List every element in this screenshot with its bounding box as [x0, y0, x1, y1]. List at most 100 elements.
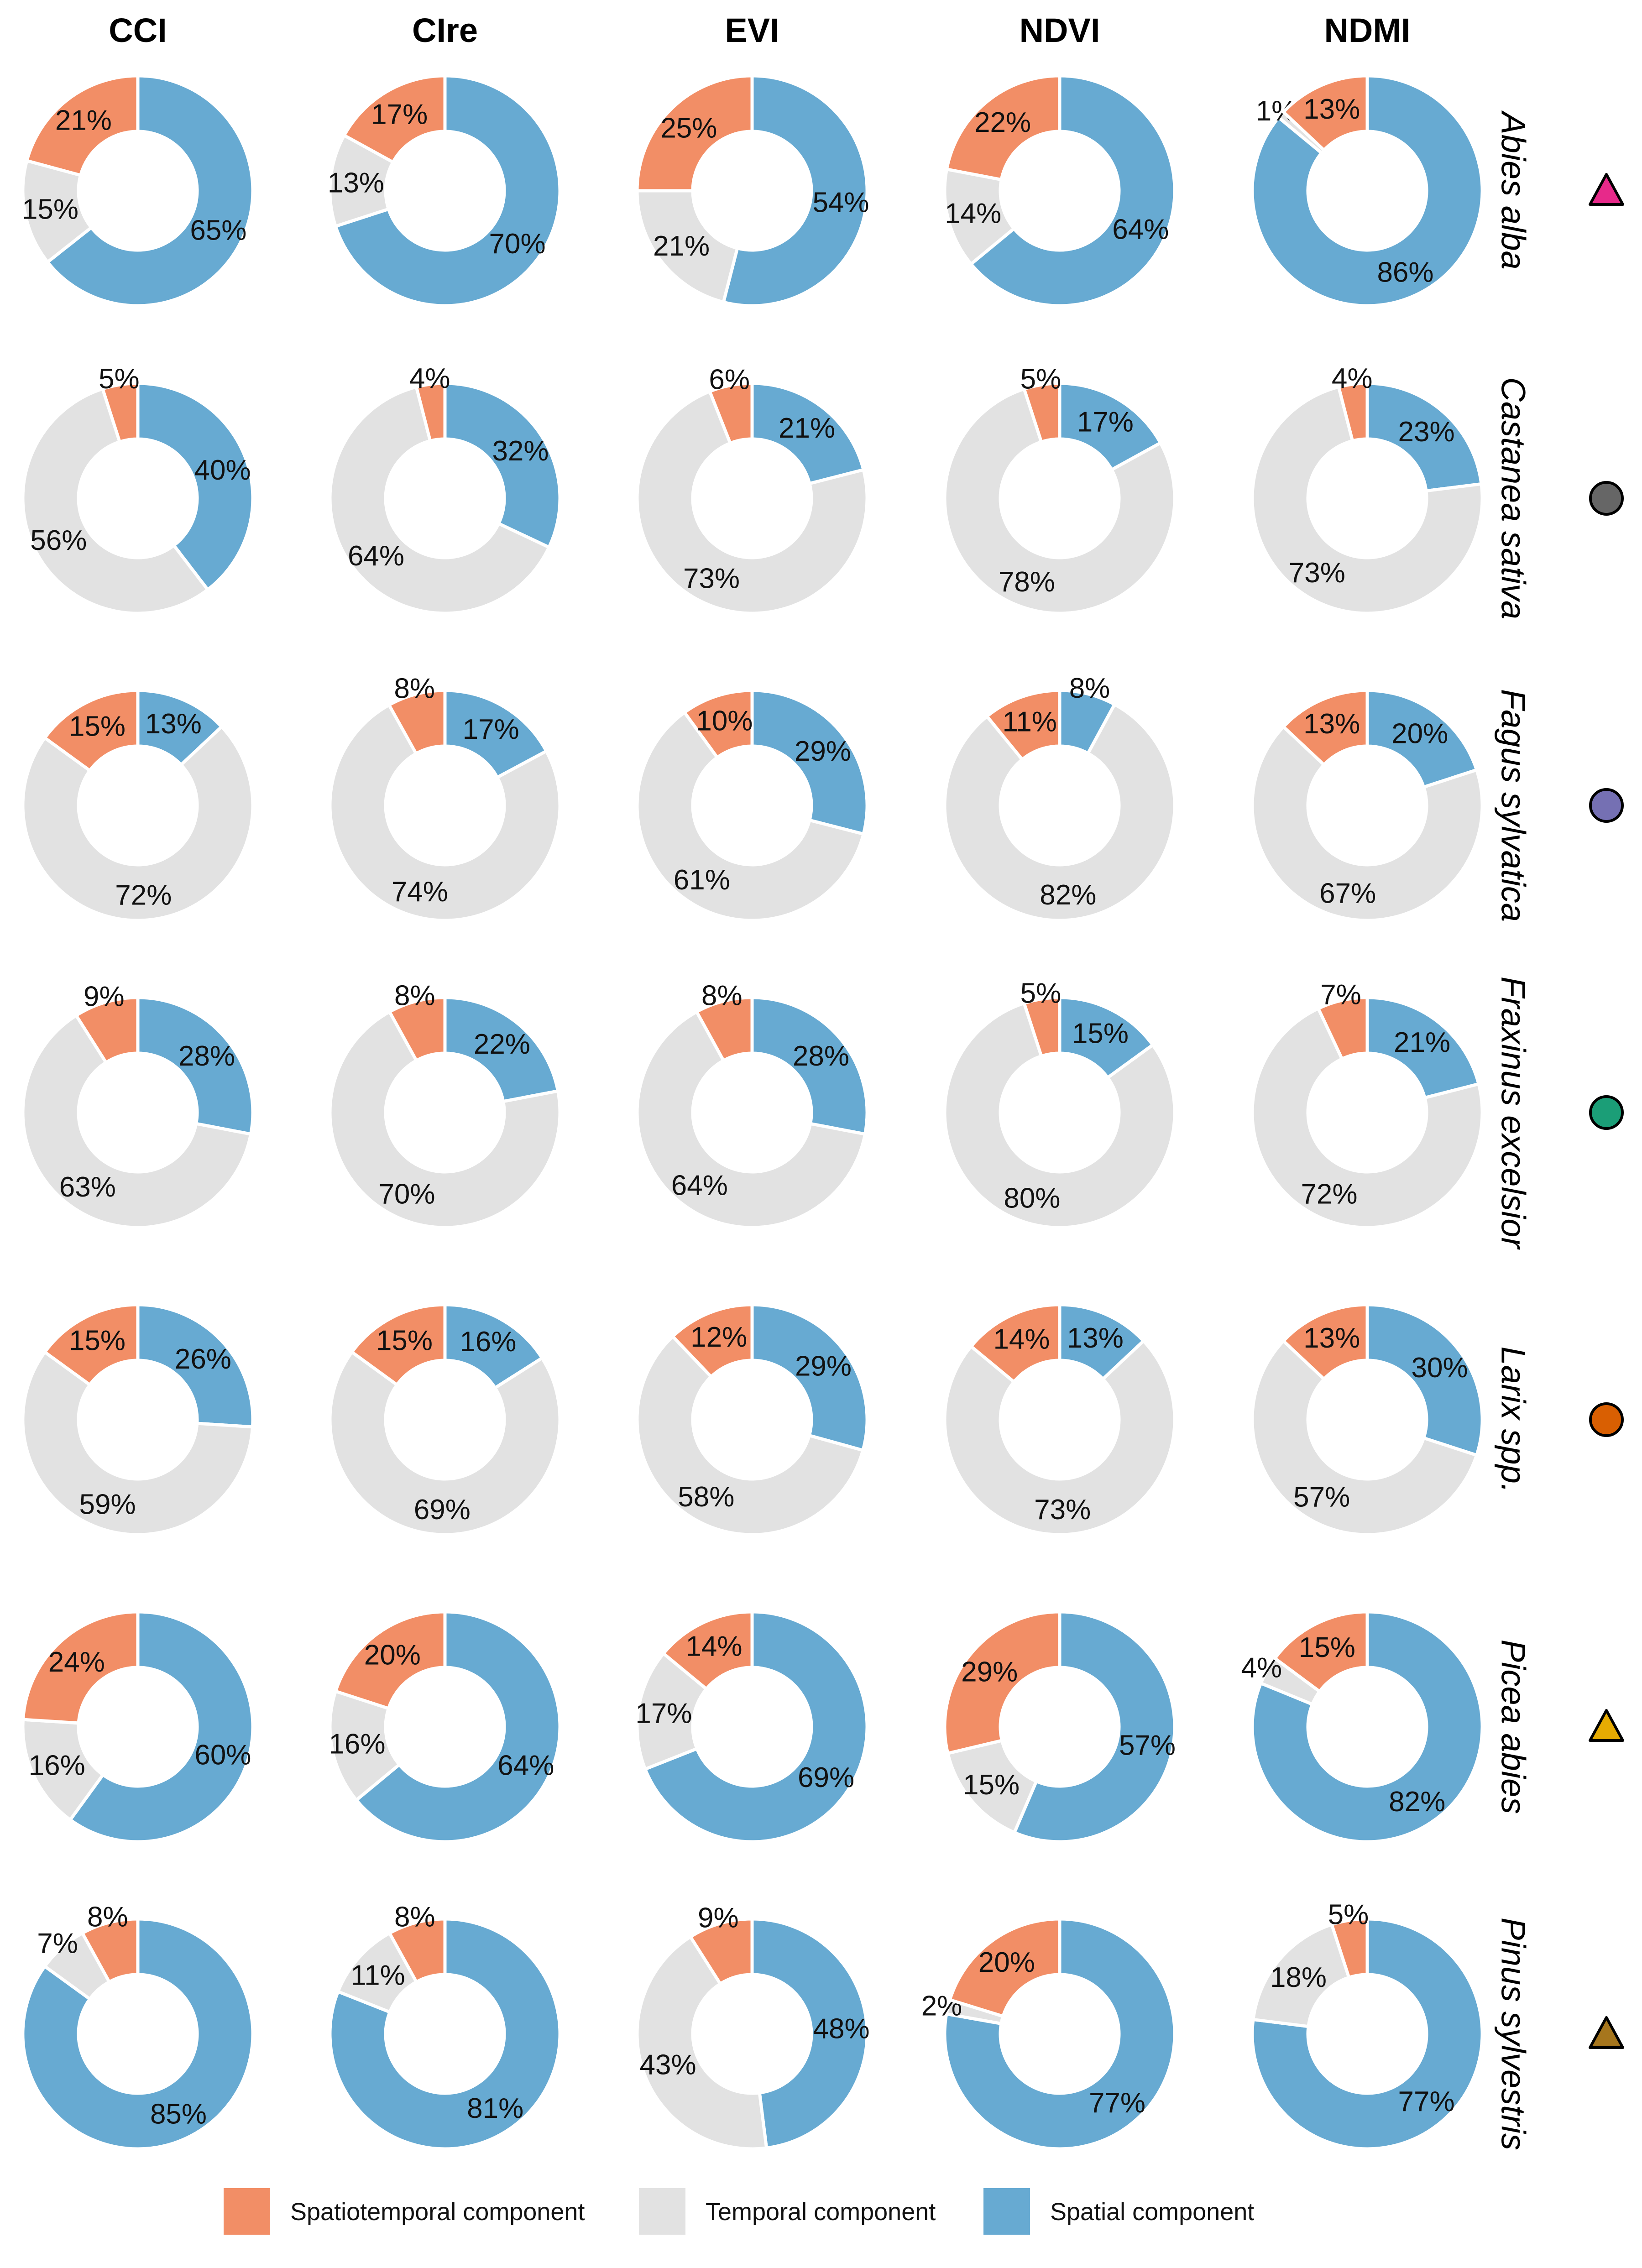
slice-label-temporal-component: 74%: [392, 876, 448, 908]
slice-spatiotemporal-component: [943, 1610, 1062, 1755]
slice-spatiotemporal-component: [21, 1610, 140, 1725]
slice-label-spatial-component: 65%: [190, 214, 246, 246]
slice-spatiotemporal-component: [1281, 74, 1369, 152]
slice-label-temporal-component: 14%: [945, 198, 1001, 230]
slice-label-spatial-component: 29%: [795, 736, 851, 767]
slice-temporal-component: [328, 385, 551, 615]
slice-label-spatiotemporal-component: 24%: [48, 1646, 105, 1678]
slice-label-temporal-component: 72%: [1301, 1178, 1357, 1210]
slice-label-temporal-component: 21%: [653, 230, 710, 262]
slice-label-spatial-component: 81%: [467, 2093, 523, 2124]
slice-spatiotemporal-component: [985, 689, 1062, 761]
slice-temporal-component: [635, 1651, 708, 1771]
donut-picea-abies-evi: 69% 17% 14%: [635, 1610, 869, 1844]
slice-temporal-component: [946, 1739, 1038, 1834]
slice-spatial-component: [750, 1917, 869, 2150]
row-header-abies-alba: Abies alba: [1494, 110, 1532, 270]
slice-temporal-component: [328, 1350, 562, 1536]
slice-label-temporal-component: 57%: [1293, 1482, 1350, 1513]
slice-label-spatial-component: 28%: [793, 1040, 849, 1072]
marker-circle-castanea-sativa: [1589, 481, 1624, 516]
donut-abies-alba-ndmi: 86%1% 13%: [1250, 74, 1484, 308]
donut-fraxinus-excelsior-ndvi: 15% 80% 5%: [943, 977, 1177, 1229]
slice-label-spatiotemporal-component: 20%: [364, 1639, 421, 1671]
slice-label-temporal-component: 18%: [1270, 1962, 1327, 1993]
slice-spatial-component: [943, 1917, 1177, 2151]
slice-spatial-component: [750, 1303, 869, 1452]
slice-label-spatiotemporal-component: 6%: [709, 364, 750, 396]
slice-label-spatiotemporal-component: 13%: [1303, 94, 1360, 125]
slice-spatial-component: [1365, 381, 1483, 493]
slice-spatiotemporal-component: [689, 1917, 754, 1986]
slice-label-spatiotemporal-component: 9%: [698, 1902, 739, 1934]
slice-label-temporal-component: 17%: [635, 1698, 692, 1729]
legend-swatch-spatiotemporal-component: [224, 2188, 270, 2235]
slice-label-spatial-component: 64%: [497, 1750, 554, 1782]
slice-label-temporal-component: 70%: [378, 1178, 435, 1210]
slice-temporal-component: [635, 1335, 865, 1536]
donut-fraxinus-excelsior-evi: 28% 64% 8%: [635, 980, 869, 1229]
marker-triangle-abies-alba: [1589, 173, 1624, 206]
slice-spatial-component: [443, 1303, 544, 1390]
slice-label-spatiotemporal-component: 15%: [69, 711, 126, 742]
donut-pinus-sylvestris-ndvi: 77%2%20%: [921, 1917, 1177, 2151]
slice-label-spatiotemporal-component: 13%: [1303, 1322, 1360, 1354]
slice-label-temporal-component: 16%: [29, 1750, 85, 1782]
slice-temporal-component: [1250, 385, 1484, 615]
slice-label-spatiotemporal-component: 20%: [978, 1947, 1035, 1978]
row-header-larix-spp: Larix spp.: [1494, 1347, 1532, 1493]
slice-label-spatiotemporal-component: 14%: [685, 1631, 742, 1662]
slice-label-spatiotemporal-component: 8%: [394, 980, 435, 1011]
row-header-castanea-sativa: Castanea sativa: [1494, 377, 1532, 620]
slice-label-temporal-component: 73%: [1289, 557, 1345, 589]
slice-label-temporal-component: 13%: [328, 167, 384, 199]
row-header-fagus-sylvatica: Fagus sylvatica: [1494, 689, 1532, 922]
slice-spatiotemporal-component: [74, 996, 140, 1064]
slice-spatial-component: [969, 74, 1177, 308]
slice-temporal-component: [328, 703, 562, 922]
donut-castanea-sativa-cci: 40% 56% 5%: [21, 363, 255, 615]
slice-temporal-component: [635, 390, 869, 615]
donut-picea-abies-cire: 64% 16% 20%: [328, 1610, 562, 1844]
donut-fagus-sylvatica-cci: 13% 72% 15%: [21, 689, 255, 922]
slice-spatial-component: [328, 1917, 562, 2151]
slice-label-spatial-component: 17%: [463, 714, 519, 745]
slice-label-temporal-component: 82%: [1040, 879, 1096, 911]
slice-spatiotemporal-component: [1273, 1610, 1369, 1693]
slice-spatiotemporal-component: [662, 1610, 754, 1691]
slice-label-temporal-component: 15%: [963, 1769, 1020, 1801]
slice-spatial-component: [443, 381, 562, 549]
slice-temporal-component: [328, 1010, 562, 1229]
slice-spatial-component: [1250, 1917, 1484, 2151]
slice-temporal-component: [21, 387, 209, 615]
donut-abies-alba-ndvi: 64% 14% 22%: [943, 74, 1177, 308]
slice-spatiotemporal-component: [388, 996, 447, 1062]
slice-spatial-component: [46, 74, 255, 308]
slice-spatiotemporal-component: [387, 689, 447, 755]
slice-spatial-component: [443, 996, 560, 1103]
slice-label-spatial-component: 17%: [1077, 406, 1134, 438]
slice-spatiotemporal-component: [43, 1303, 140, 1387]
slice-label-temporal-component: 67%: [1319, 878, 1376, 909]
slice-label-spatiotemporal-component: 9%: [84, 981, 125, 1013]
slice-label-temporal-component: 64%: [348, 540, 404, 572]
slice-spatial-component: [1058, 381, 1162, 471]
slice-spatial-component: [750, 381, 865, 486]
slice-label-spatial-component: 70%: [489, 228, 546, 260]
slice-label-spatial-component: 15%: [1072, 1018, 1129, 1049]
slice-spatiotemporal-component: [948, 1917, 1062, 2018]
slice-temporal-component: [21, 725, 255, 922]
slice-label-temporal-component: 15%: [22, 193, 78, 225]
row-header-fraxinus-excelsior: Fraxinus excelsior: [1494, 977, 1532, 1250]
donut-pinus-sylvestris-evi: 48% 43% 9%: [635, 1902, 870, 2151]
slice-spatiotemporal-component: [43, 689, 140, 773]
slice-label-temporal-component: 7%: [37, 1928, 78, 1960]
slice-label-spatiotemporal-component: 11%: [1002, 706, 1057, 737]
slice-label-spatiotemporal-component: 21%: [55, 105, 112, 136]
slice-spatial-component: [68, 1610, 255, 1844]
marker-circle-larix-spp: [1589, 1402, 1624, 1437]
donut-fraxinus-excelsior-cci: 28% 63% 9%: [21, 981, 255, 1229]
slice-temporal-component: [21, 1718, 105, 1822]
slice-label-temporal-component: 64%: [671, 1170, 728, 1202]
